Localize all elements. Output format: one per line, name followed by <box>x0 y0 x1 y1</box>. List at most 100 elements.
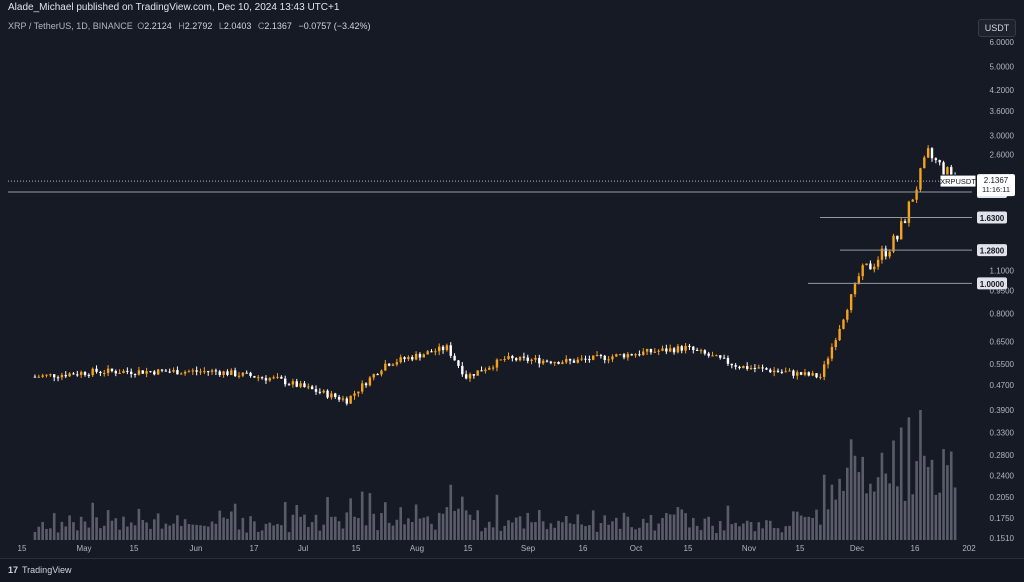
volume-bar <box>445 507 449 540</box>
candle-body <box>888 251 891 257</box>
volume-bar <box>199 525 202 540</box>
volume-bar <box>626 516 630 540</box>
candle-body <box>876 259 880 267</box>
candle-body <box>580 358 583 360</box>
volume-bar <box>364 525 368 540</box>
volume-bar <box>179 525 183 540</box>
volume-bar <box>353 516 356 540</box>
candle-body <box>626 354 630 358</box>
volume-bar <box>530 522 533 540</box>
candle-body <box>326 390 329 398</box>
currency-button[interactable]: USDT <box>978 19 1016 37</box>
volume-bar <box>45 528 48 540</box>
time-axis-label: 15 <box>796 544 805 553</box>
volume-bar <box>326 497 329 540</box>
time-axis-label: 17 <box>250 544 259 553</box>
candle-body <box>118 373 121 375</box>
candle-body <box>561 362 564 364</box>
volume-bar <box>280 525 283 540</box>
volume-bar <box>849 439 853 540</box>
volume-bar <box>484 527 487 540</box>
candle-body <box>457 360 460 366</box>
candle-body <box>195 370 198 372</box>
volume-bar <box>345 512 349 540</box>
candle-body <box>407 357 410 360</box>
volume-bar <box>838 478 841 540</box>
volume-bar <box>718 521 722 540</box>
candle-body <box>692 346 695 350</box>
change-value: −0.0757 (−3.42%) <box>298 21 371 31</box>
candle-body <box>719 355 722 358</box>
candle-body <box>53 374 56 378</box>
volume-bar <box>749 522 753 540</box>
volume-bar <box>172 523 175 540</box>
volume-bar <box>649 515 653 540</box>
volume-bar <box>699 530 703 540</box>
candle-body <box>480 370 483 372</box>
candle-body <box>572 360 576 363</box>
candle-body <box>464 374 468 379</box>
volume-bar <box>264 523 268 540</box>
tradingview-logo-mark: 17 <box>8 565 19 575</box>
candle-body <box>900 221 903 240</box>
candle-body <box>291 381 295 385</box>
candle-body <box>911 199 914 202</box>
time-axis-label: 16 <box>579 544 588 553</box>
volume-bar <box>453 510 456 540</box>
price-axis-label: 0.1750 <box>990 514 1015 523</box>
volume-bar <box>403 524 406 540</box>
candle-body <box>934 158 938 161</box>
volume-bar <box>892 440 895 540</box>
symbol-name[interactable]: XRP / TetherUS, 1D, BINANCE <box>8 21 133 31</box>
candle-body <box>541 360 545 364</box>
volume-bar <box>853 455 857 540</box>
candle-body <box>842 319 845 329</box>
candle-body <box>249 372 252 377</box>
tradingview-logo[interactable]: 17 TradingView <box>8 565 72 575</box>
candle-body <box>76 374 79 376</box>
candle-body <box>284 378 287 385</box>
candle-body <box>734 365 737 367</box>
candle-body <box>553 361 556 364</box>
volume-bar <box>222 517 225 540</box>
volume-bar <box>291 514 295 540</box>
candle-body <box>849 294 853 311</box>
candle-body <box>603 355 606 360</box>
volume-bar <box>206 526 210 540</box>
volume-bar <box>761 528 764 540</box>
candle-body <box>530 359 533 361</box>
price-axis-label: 0.4700 <box>990 381 1015 390</box>
candle-body <box>207 371 210 373</box>
candle-body <box>99 371 102 374</box>
candle-body <box>799 372 803 375</box>
candle-body <box>172 369 175 372</box>
volume-bar <box>634 529 637 540</box>
candle-body <box>676 346 680 353</box>
volume-bar <box>203 525 206 540</box>
candle-body <box>72 373 75 375</box>
candle-body <box>615 354 618 357</box>
volume-bar <box>876 477 880 540</box>
candle-body <box>176 369 179 375</box>
candle-body <box>792 370 795 376</box>
price-chart[interactable]: 6.00005.00004.20003.60003.00002.60002.20… <box>0 0 1024 558</box>
volume-bar <box>599 523 603 540</box>
publisher-line: Alade_Michael published on TradingView.c… <box>8 2 340 13</box>
level-price-label: 1.6300 <box>980 214 1005 223</box>
volume-bar <box>607 524 610 540</box>
volume-bar <box>322 524 325 540</box>
volume-bar <box>588 525 591 540</box>
candle-body <box>545 360 549 362</box>
footer: 17 TradingView <box>0 558 1024 582</box>
candle-body <box>160 369 164 371</box>
open-label: O <box>137 21 145 31</box>
volume-bar <box>237 529 241 540</box>
volume-bar <box>303 514 306 540</box>
volume-bar <box>168 525 171 540</box>
volume-bar <box>576 514 580 540</box>
candle-body <box>557 361 560 364</box>
candle-body <box>476 370 479 376</box>
volume-bar <box>938 492 941 540</box>
volume-bar <box>76 530 79 540</box>
candle-body <box>156 369 160 375</box>
